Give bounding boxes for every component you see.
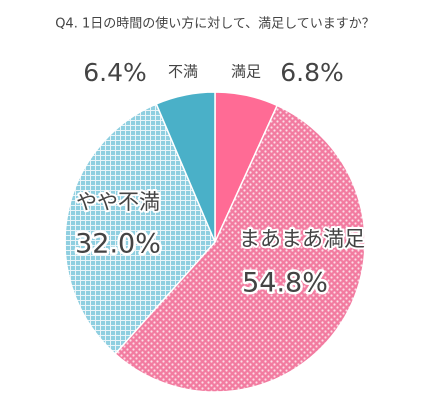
category-label: 不満 bbox=[168, 63, 198, 81]
value-label: 6.8% bbox=[280, 58, 344, 87]
slice-pattern bbox=[64, 103, 216, 354]
category-label: やや不満 bbox=[76, 190, 160, 214]
chart-title: Q4. 1日の時間の使い方に対して、満足していますか？ bbox=[55, 16, 375, 32]
slice bbox=[64, 102, 216, 355]
slice bbox=[155, 91, 216, 243]
slice-fill bbox=[215, 92, 278, 242]
slice-fill bbox=[156, 92, 215, 242]
slice-border bbox=[155, 91, 216, 243]
slice-pattern bbox=[115, 105, 365, 392]
slice bbox=[114, 104, 366, 393]
slice-border bbox=[114, 104, 366, 393]
value-label: 54.8% bbox=[242, 268, 328, 299]
value-label: 32.0% bbox=[75, 229, 161, 260]
value-label: 6.4% bbox=[83, 58, 147, 87]
category-label: まあまあ満足 bbox=[239, 227, 365, 251]
category-label: 満足 bbox=[231, 63, 261, 81]
slice-border bbox=[64, 102, 216, 355]
